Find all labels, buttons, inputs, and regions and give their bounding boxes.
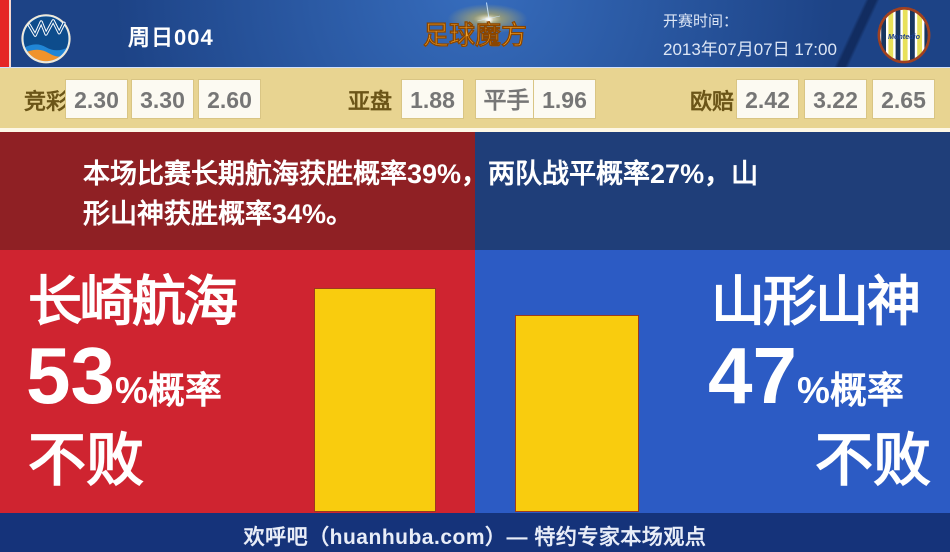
svg-text:Montedio: Montedio bbox=[888, 32, 921, 41]
svg-text:足球魔方: 足球魔方 bbox=[423, 20, 527, 50]
